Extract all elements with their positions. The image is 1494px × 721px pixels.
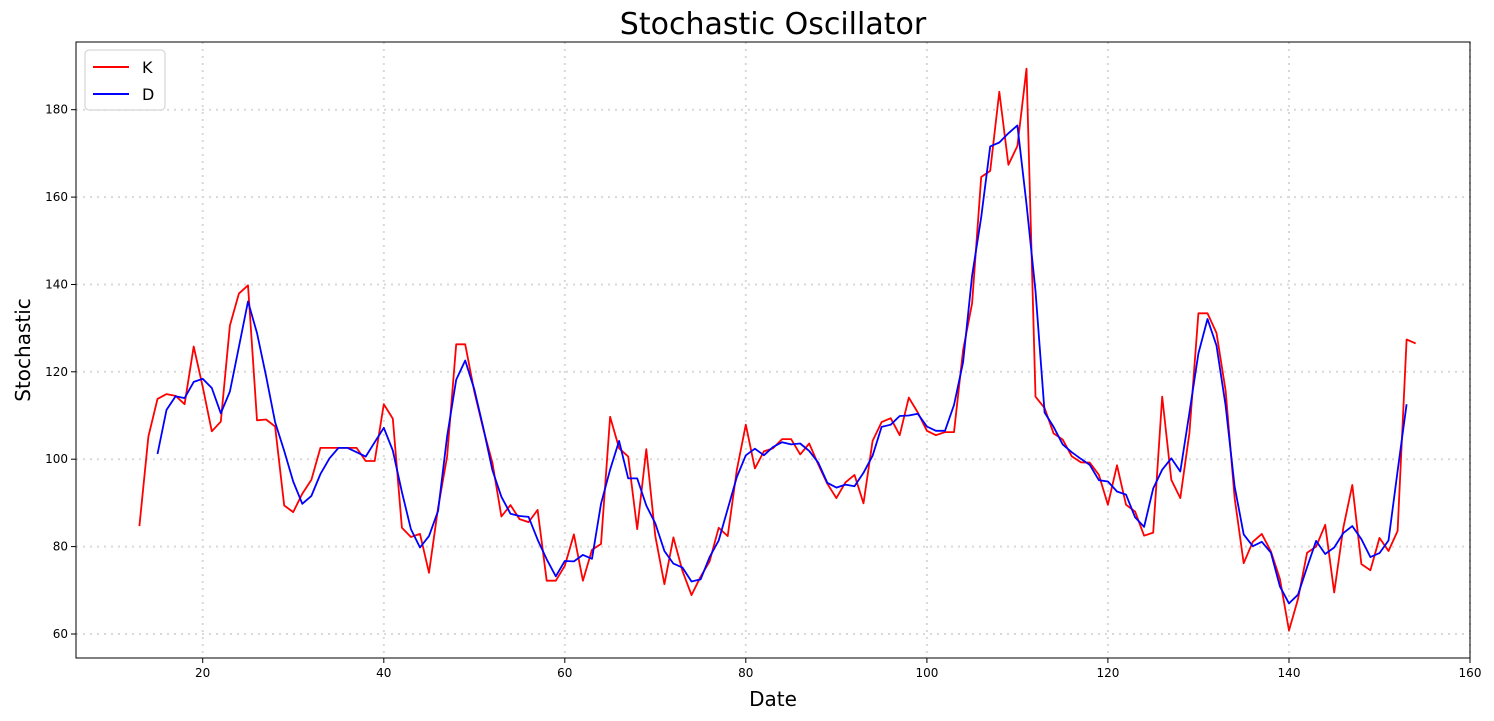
y-tick-label-180: 180	[45, 103, 68, 117]
series-line-d	[156, 124, 1408, 605]
chart-title: Stochastic Oscillator	[620, 7, 927, 42]
y-tick-label-100: 100	[45, 452, 68, 466]
x-tick-label-80: 80	[738, 666, 753, 680]
x-tick-label-120: 120	[1096, 666, 1119, 680]
x-axis-ticks: 20 40 60 80 100 120 140 160	[195, 658, 1481, 680]
y-tick-label-80: 80	[53, 540, 68, 554]
y-axis-ticks: 60 80 100 120 140 160 180	[45, 103, 76, 641]
y-tick-label-120: 120	[45, 365, 68, 379]
legend: K D	[84, 49, 166, 111]
x-tick-label-140: 140	[1278, 666, 1301, 680]
y-tick-label-160: 160	[45, 190, 68, 204]
legend-label-k: K	[142, 58, 153, 77]
x-axis-title: Date	[749, 687, 797, 711]
x-tick-label-100: 100	[915, 666, 938, 680]
x-tick-label-160: 160	[1459, 666, 1482, 680]
x-tick-label-60: 60	[557, 666, 572, 680]
y-tick-label-60: 60	[53, 627, 68, 641]
plot-area-frame	[75, 41, 1471, 659]
series-layer	[138, 67, 1417, 632]
legend-label-d: D	[142, 85, 154, 104]
x-tick-label-40: 40	[376, 666, 391, 680]
y-tick-label-140: 140	[45, 278, 68, 292]
x-tick-label-20: 20	[195, 666, 210, 680]
y-axis-title: Stochastic	[11, 298, 35, 402]
